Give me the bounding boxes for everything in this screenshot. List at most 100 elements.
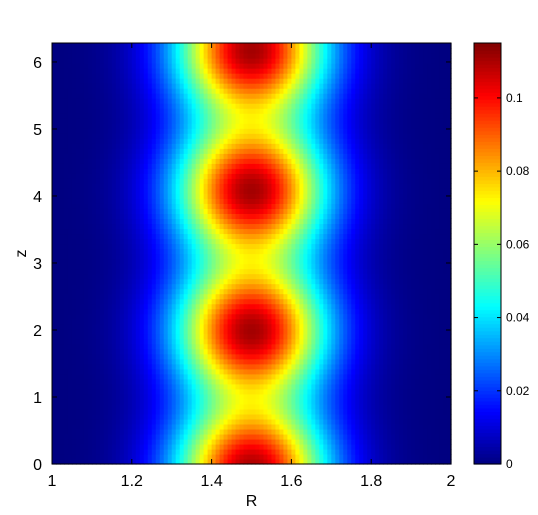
heatmap-cell xyxy=(447,413,452,420)
heatmap-cell xyxy=(235,283,241,290)
heatmap-cell xyxy=(271,388,277,395)
heatmap-cell xyxy=(403,343,408,350)
heatmap-cell xyxy=(67,298,73,305)
heatmap-cell xyxy=(191,318,197,325)
heatmap-cell xyxy=(387,428,392,435)
heatmap-cell xyxy=(163,243,169,250)
heatmap-cell xyxy=(299,458,304,465)
heatmap-cell xyxy=(243,398,249,405)
heatmap-cell xyxy=(215,328,221,335)
heatmap-cell xyxy=(379,428,384,435)
heatmap-cell xyxy=(263,228,269,235)
heatmap-cell xyxy=(119,403,125,410)
heatmap-cell xyxy=(143,323,149,330)
heatmap-cell xyxy=(251,228,257,235)
heatmap-cell xyxy=(227,258,233,265)
heatmap-cell xyxy=(347,453,352,460)
heatmap-cell xyxy=(155,458,161,465)
heatmap-cell xyxy=(183,353,189,360)
heatmap-cell xyxy=(375,283,380,290)
heatmap-cell xyxy=(191,233,197,240)
heatmap-cell xyxy=(135,238,141,245)
heatmap-cell xyxy=(59,403,65,410)
heatmap-cell xyxy=(323,403,328,410)
heatmap-cell xyxy=(391,408,396,415)
heatmap-cell xyxy=(52,223,57,230)
heatmap-cell xyxy=(419,273,424,280)
heatmap-cell xyxy=(123,233,129,240)
heatmap-cell xyxy=(355,378,360,385)
heatmap-cell xyxy=(183,368,189,375)
heatmap-cell xyxy=(95,278,101,285)
heatmap-cell xyxy=(179,453,185,460)
heatmap-cell xyxy=(271,213,277,220)
heatmap-cell xyxy=(303,353,308,360)
heatmap-cell xyxy=(195,413,201,420)
heatmap-cell xyxy=(299,393,304,400)
heatmap-cell xyxy=(187,308,193,315)
heatmap-cell xyxy=(159,323,165,330)
heatmap-cell xyxy=(235,333,241,340)
heatmap-cell xyxy=(231,343,237,350)
heatmap-cell xyxy=(167,393,173,400)
heatmap-cell xyxy=(163,403,169,410)
heatmap-cell xyxy=(371,293,376,300)
heatmap-cell xyxy=(379,418,384,425)
heatmap-cell xyxy=(167,303,173,310)
heatmap-cell xyxy=(399,403,404,410)
heatmap-cell xyxy=(391,433,396,440)
heatmap-cell xyxy=(443,298,448,305)
heatmap-cell xyxy=(399,423,404,430)
heatmap-cell xyxy=(187,433,193,440)
heatmap-cell xyxy=(147,243,153,250)
heatmap-cell xyxy=(191,273,197,280)
heatmap-cell xyxy=(159,318,165,325)
heatmap-cell xyxy=(151,338,157,345)
heatmap-cell xyxy=(303,303,308,310)
heatmap-cell xyxy=(339,418,344,425)
heatmap-cell xyxy=(287,258,292,265)
heatmap-cell xyxy=(175,363,181,370)
heatmap-cell xyxy=(399,268,404,275)
heatmap-cell xyxy=(79,323,85,330)
heatmap-cell xyxy=(151,358,157,365)
heatmap-cell xyxy=(319,428,324,435)
heatmap-cell xyxy=(179,358,185,365)
heatmap-cell xyxy=(83,403,89,410)
heatmap-cell xyxy=(203,453,209,460)
heatmap-cell xyxy=(343,403,348,410)
heatmap-cell xyxy=(327,378,332,385)
heatmap-cell xyxy=(167,258,173,265)
heatmap-cell xyxy=(63,253,69,260)
heatmap-cell xyxy=(207,248,213,255)
heatmap-cell xyxy=(379,228,384,235)
heatmap-cell xyxy=(355,393,360,400)
heatmap-cell xyxy=(287,408,292,415)
heatmap-cell xyxy=(195,343,201,350)
heatmap-cell xyxy=(135,278,141,285)
heatmap-cell xyxy=(271,313,277,320)
heatmap-cell xyxy=(87,328,93,335)
heatmap-cell xyxy=(239,253,245,260)
heatmap-cell xyxy=(147,408,153,415)
heatmap-cell xyxy=(215,403,221,410)
heatmap-cell xyxy=(407,403,412,410)
heatmap-cell xyxy=(55,443,61,450)
heatmap-cell xyxy=(387,323,392,330)
heatmap-cell xyxy=(115,408,121,415)
heatmap-cell xyxy=(123,228,129,235)
heatmap-cell xyxy=(91,258,97,265)
heatmap-cell xyxy=(203,438,209,445)
heatmap-cell xyxy=(255,263,261,270)
heatmap-cell xyxy=(315,348,320,355)
heatmap-cell xyxy=(163,278,169,285)
heatmap-cell xyxy=(135,408,141,415)
heatmap-cell xyxy=(175,408,181,415)
heatmap-cell xyxy=(247,328,253,335)
heatmap-cell xyxy=(447,218,452,225)
heatmap-cell xyxy=(167,428,173,435)
heatmap-cell xyxy=(295,283,300,290)
heatmap-cell xyxy=(375,218,380,225)
heatmap-cell xyxy=(387,448,392,455)
heatmap-cell xyxy=(59,243,65,250)
